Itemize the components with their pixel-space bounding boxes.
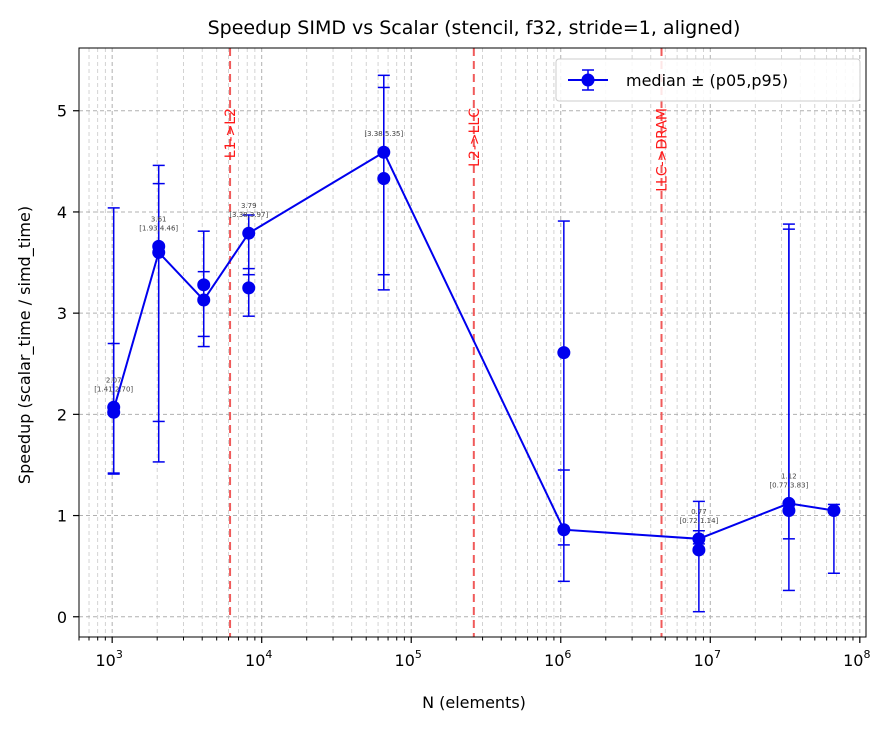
annotation-range: [3.38,3.97]: [229, 211, 268, 219]
data-point: [692, 543, 706, 557]
x-tick-label: 105: [395, 648, 422, 670]
annotation-value: 1.12: [781, 472, 797, 480]
y-tick-label: 3: [57, 304, 67, 323]
annotation-range: [1.93,4.46]: [139, 224, 178, 232]
chart-title: Speedup SIMD vs Scalar (stencil, f32, st…: [208, 17, 741, 39]
y-tick-label: 5: [57, 102, 67, 121]
data-point: [152, 239, 166, 253]
cache-boundary-label: LLC->DRAM: [655, 108, 671, 192]
x-tick-label: 103: [95, 648, 122, 670]
legend: median ± (p05,p95): [555, 58, 861, 102]
plot-frame: [78, 47, 867, 638]
data-point: [827, 503, 841, 517]
data-point: [242, 226, 256, 240]
annotation-range: [0.72,1.14]: [679, 517, 718, 525]
data-point: [782, 503, 796, 517]
legend-marker: [568, 69, 608, 91]
legend-label: median ± (p05,p95): [626, 71, 788, 90]
y-axis-label: Speedup (scalar_time / simd_time): [15, 206, 35, 484]
annotation-range: [3.38,5.35]: [364, 130, 403, 138]
annotation-value: 3.61: [151, 215, 167, 223]
cache-boundary-lines: L1->L2 L2->LLC LLC->DRAM: [223, 48, 671, 637]
y-tick-label: 2: [57, 405, 67, 424]
annotation-value: 0.77: [691, 508, 707, 516]
data-point: [197, 278, 211, 292]
annotation-range: [0.77,3.83]: [769, 481, 808, 489]
cache-boundary-label: L1->L2: [223, 108, 239, 158]
data-point: [377, 145, 391, 159]
legend-box: [555, 58, 861, 102]
series-layer: [107, 74, 841, 613]
y-tick-label: 0: [57, 608, 67, 627]
data-point: [242, 281, 256, 295]
data-point: [557, 523, 571, 537]
annotation-value: 3.79: [241, 202, 257, 210]
cache-boundary-label: L2->LLC: [467, 108, 483, 167]
legend-dot: [581, 73, 595, 87]
x-tick-label: 108: [843, 648, 870, 670]
data-point: [107, 400, 121, 414]
annotation-range: [1.41,2.70]: [94, 385, 133, 393]
y-tick-label: 4: [57, 203, 67, 222]
x-tick-label: 107: [694, 648, 721, 670]
x-axis-label: N (elements): [422, 693, 526, 712]
x-tick-label: 106: [544, 648, 571, 670]
axis-ticks: 103 104 105 106 107 108 0 1 2 3 4 5: [57, 102, 871, 670]
point-annotations: 2.07[1.41,2.70]3.61[1.93,4.46]3.79[3.38,…: [94, 130, 808, 525]
y-tick-label: 1: [57, 507, 67, 526]
data-point: [557, 346, 571, 360]
x-tick-label: 104: [245, 648, 272, 670]
annotation-value: 2.07: [106, 376, 122, 384]
